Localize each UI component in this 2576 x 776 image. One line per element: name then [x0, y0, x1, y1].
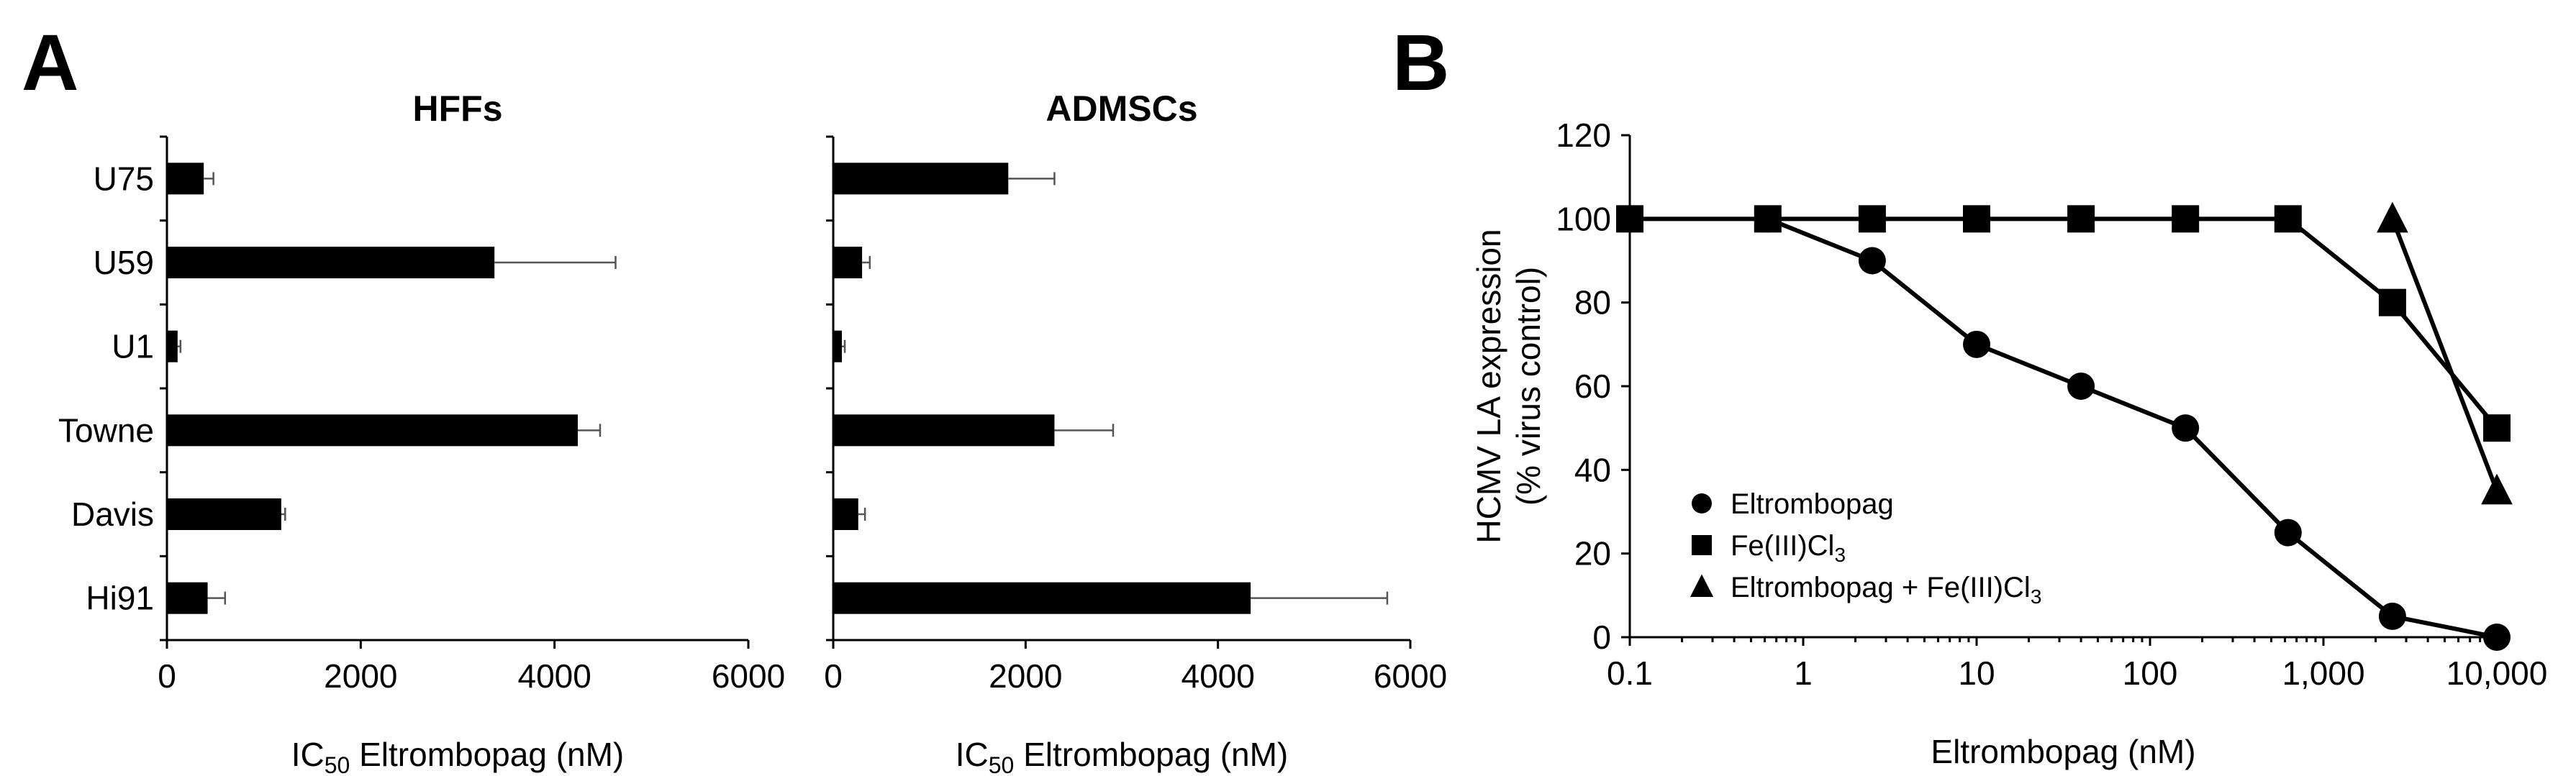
b-point-square: [2483, 414, 2511, 442]
b-point-square: [1858, 205, 1886, 233]
hffs-x-tick-label: 2000: [324, 657, 397, 695]
hffs-bar-u75: [167, 163, 204, 195]
b-point-circle: [1858, 247, 1886, 275]
b-legend-marker-triangle: [1690, 574, 1714, 597]
hffs-bar-u59: [167, 247, 495, 278]
b-point-square: [1754, 205, 1782, 233]
b-y-tick-label: 60: [1574, 368, 1611, 405]
b-y-tick-label: 120: [1556, 117, 1611, 154]
admscs-x-axis-title: IC50 Eltrombopag (nM): [956, 736, 1289, 776]
admscs-x-tick-label: 2000: [989, 657, 1062, 695]
admscs-x-tick-label: 6000: [1374, 657, 1447, 695]
hffs-category-label-davis: Davis: [71, 496, 154, 533]
hffs-title: HFFs: [413, 88, 503, 129]
panel-label-b: B: [1392, 19, 1449, 107]
b-x-tick-label: 10: [1958, 654, 1995, 692]
b-legend-label-triangle: Eltrombopag + Fe(III)Cl3: [1731, 572, 2041, 608]
b-y-tick-label: 20: [1574, 535, 1611, 572]
admscs-x-tick-label: 0: [824, 657, 843, 695]
b-legend-label-circle: Eltrombopag: [1731, 488, 1894, 520]
admscs-bar-u59: [833, 247, 863, 278]
hffs-x-axis-title: IC50 Eltrombopag (nM): [291, 736, 625, 776]
chart-admscs: ADMSCs 0 2000 4000 6000 IC50 Eltrombopag (nM): [824, 88, 1447, 776]
b-point-square: [1963, 205, 1990, 233]
b-point-triangle: [2481, 473, 2513, 505]
b-x-tick-label: 10,000: [2446, 654, 2548, 692]
b-point-square: [2378, 288, 2406, 316]
hffs-bar-u1: [167, 330, 178, 362]
b-y-tick-label: 40: [1574, 451, 1611, 488]
b-point-square: [1616, 205, 1643, 233]
b-point-circle: [2274, 519, 2302, 547]
b-point-square: [2067, 205, 2095, 233]
b-x-tick-label: 100: [2123, 654, 2178, 692]
hffs-category-label-hi91: Hi91: [86, 580, 154, 617]
panel-label-a: A: [22, 19, 78, 107]
b-point-circle: [2172, 414, 2200, 442]
b-legend-marker-square: [1692, 535, 1712, 555]
hffs-category-label-towne: Towne: [58, 411, 154, 449]
b-series-line-circle: [1767, 216, 2498, 639]
admscs-bar-u75: [833, 163, 1009, 195]
b-y-tick-label: 0: [1592, 618, 1611, 656]
hffs-x-tick-label: 0: [158, 657, 176, 695]
b-y-axis-title: HCMV LA expression(% virus control): [1470, 229, 1547, 543]
chart-dose-response: 0 20 40 60 80 100 120 0.1 1 10 100 1,000 10,000 Eltro…: [1470, 117, 2547, 770]
b-y-tick-label: 100: [1556, 200, 1611, 237]
hffs-bar-davis: [167, 498, 281, 530]
hffs-category-label-u75: U75: [94, 160, 154, 197]
admscs-x-tick-label: 4000: [1181, 657, 1254, 695]
b-series-line-square: [1630, 216, 2499, 430]
hffs-bar-towne: [167, 414, 578, 447]
hffs-category-label-u1: U1: [112, 328, 154, 365]
b-point-circle: [2378, 602, 2406, 630]
b-x-tick-label: 1: [1794, 654, 1813, 692]
b-legend-marker-circle: [1692, 493, 1712, 513]
b-point-circle: [2483, 624, 2511, 651]
b-point-circle: [1963, 330, 1990, 358]
admscs-bar-towne: [833, 414, 1055, 447]
hffs-x-tick-label: 6000: [712, 657, 785, 695]
admscs-bar-davis: [833, 498, 858, 530]
admscs-title: ADMSCs: [1046, 88, 1197, 129]
hffs-bar-hi91: [167, 582, 208, 614]
b-point-square: [2274, 205, 2302, 233]
b-x-tick-label: 1,000: [2282, 654, 2364, 692]
chart-hffs: HFFs U75 U59 U1 Towne Davis Hi91 0 2000 4000 6000 I…: [58, 88, 785, 776]
b-point-circle: [2067, 373, 2095, 400]
b-series-line-triangle: [2390, 218, 2499, 492]
admscs-bar-hi91: [833, 582, 1251, 614]
hffs-category-label-u59: U59: [94, 244, 154, 281]
b-x-axis-title: Eltrombopag (nM): [1931, 733, 2195, 770]
b-y-tick-label: 80: [1574, 284, 1611, 321]
b-x-tick-label: 0.1: [1607, 654, 1653, 692]
b-point-triangle: [2377, 201, 2408, 233]
hffs-x-tick-label: 4000: [517, 657, 591, 695]
admscs-bar-u1: [833, 330, 843, 362]
b-point-square: [2172, 205, 2200, 233]
b-legend-label-square: Fe(III)Cl3: [1731, 530, 1846, 566]
